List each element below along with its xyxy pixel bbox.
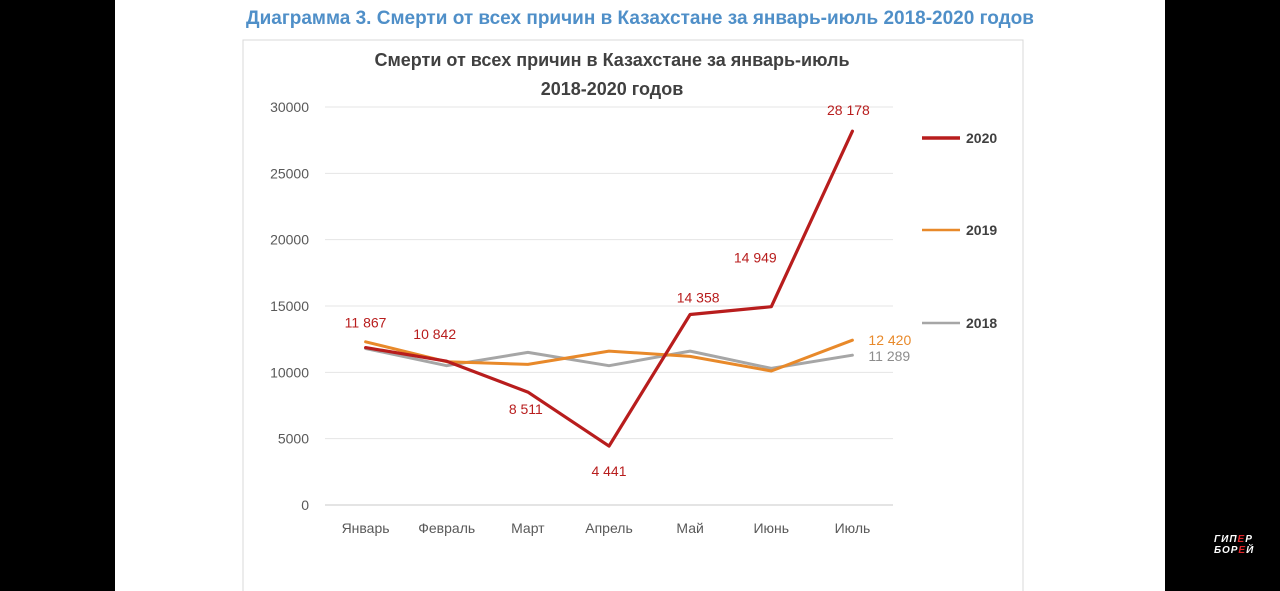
gridlines (325, 106, 893, 506)
chart-title-line1: Смерти от всех причин в Казахстане за ян… (374, 50, 849, 70)
y-tick-label: 30000 (270, 99, 309, 115)
legend-label-2019: 2019 (966, 222, 997, 238)
series-line-2018 (364, 347, 854, 370)
series-lines (364, 129, 855, 448)
legend-label-2020: 2020 (966, 130, 997, 146)
chart-frame (242, 39, 1024, 591)
y-tick-label: 20000 (270, 232, 309, 248)
data-label-2020: 11 867 (345, 315, 387, 331)
data-label-2018: 11 289 (868, 348, 910, 364)
y-tick-label: 25000 (270, 165, 309, 181)
giperborei-logo: ГИПЕР БОРЕЙ (1214, 534, 1255, 556)
x-tick-label: Апрель (585, 520, 633, 536)
data-label-2020: 28 178 (827, 102, 870, 118)
data-label-2020: 10 842 (413, 326, 456, 342)
data-labels: 11 867 10 842 8 511 4 441 14 358 14 949 28 178… (345, 102, 912, 479)
figure-caption: Диаграмма 3. Смерти от всех причин в Каз… (246, 8, 1034, 29)
y-tick-label: 5000 (278, 431, 309, 447)
legend-label-2018: 2018 (966, 315, 997, 331)
y-tick-label: 15000 (270, 298, 309, 314)
data-label-2020: 8 511 (509, 401, 543, 417)
chart-title-line2: 2018-2020 годов (541, 79, 684, 99)
y-axis: 0 5000 10000 15000 20000 25000 30000 (270, 99, 309, 513)
x-tick-label: Май (676, 520, 703, 536)
x-tick-label: Июнь (753, 520, 789, 536)
x-tick-label: Июль (835, 520, 871, 536)
y-tick-label: 10000 (270, 364, 309, 380)
series-line-2020 (364, 129, 855, 448)
data-label-2020: 14 358 (677, 290, 720, 306)
x-tick-label: Февраль (418, 520, 475, 536)
data-label-2020: 14 949 (734, 250, 777, 266)
y-tick-label: 0 (301, 497, 309, 513)
x-tick-label: Март (511, 520, 545, 536)
data-label-2019: 12 420 (868, 332, 911, 348)
data-label-2020: 4 441 (591, 463, 626, 479)
x-axis: Январь Февраль Март Апрель Май Июнь Июль (342, 520, 871, 536)
x-tick-label: Январь (342, 520, 390, 536)
legend: 2020 2019 2018 (922, 130, 997, 331)
